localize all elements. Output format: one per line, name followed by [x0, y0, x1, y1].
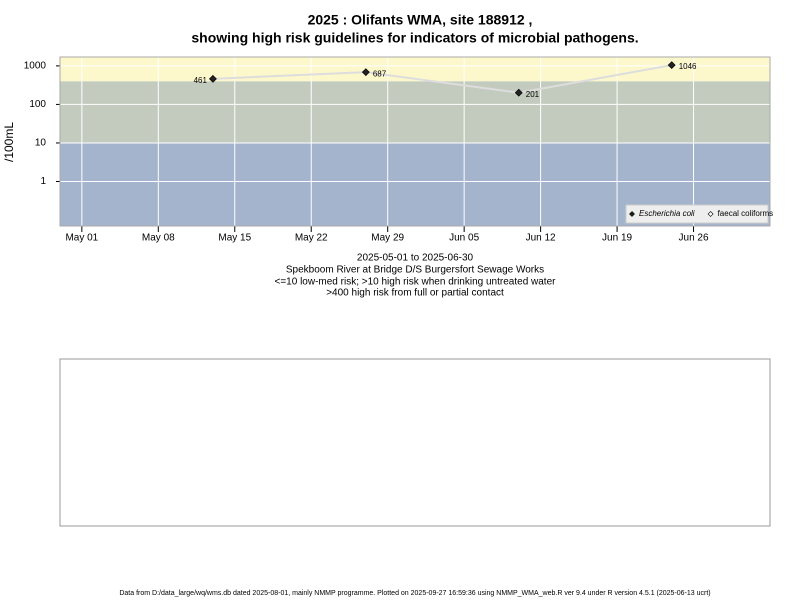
caption: Spekboom River at Bridge D/S Burgersfort… — [286, 265, 544, 276]
x-tick-label: Jun 12 — [526, 233, 556, 244]
chart-subtitle: showing high risk guidelines for indicat… — [191, 30, 638, 46]
x-tick-label: May 29 — [371, 233, 404, 244]
x-tick-label: Jun 26 — [679, 233, 709, 244]
data-point — [361, 68, 370, 77]
x-tick-label: Jun 19 — [602, 233, 632, 244]
x-tick-label: May 22 — [295, 233, 328, 244]
data-label: 687 — [373, 69, 387, 78]
y-axis-label: /100mL — [2, 122, 16, 162]
risk-band — [60, 57, 770, 82]
legend-label: Escherichia coli — [639, 209, 695, 218]
x-tick-label: May 01 — [65, 233, 98, 244]
caption: >400 high risk from full or partial cont… — [326, 288, 504, 299]
data-label: 201 — [526, 90, 540, 99]
legend-marker — [629, 211, 635, 217]
legend-marker — [707, 211, 714, 217]
data-point — [667, 61, 676, 70]
x-tick-label: May 15 — [218, 233, 251, 244]
data-label: 461 — [194, 76, 208, 85]
y-tick-label: 10 — [35, 138, 47, 149]
y-tick-label: 1 — [40, 176, 46, 187]
legend-box — [625, 204, 769, 224]
caption: 2025-05-01 to 2025-06-30 — [357, 253, 474, 264]
data-line — [212, 64, 672, 94]
y-tick-label: 1000 — [24, 61, 47, 72]
risk-band — [60, 81, 770, 143]
data-point — [514, 88, 523, 97]
x-tick-label: Jun 05 — [449, 233, 479, 244]
caption: <=10 low-med risk; >10 high risk when dr… — [275, 277, 557, 288]
data-label: 1046 — [679, 62, 697, 71]
empty-panel — [59, 358, 771, 527]
plot-frame — [59, 56, 771, 227]
legend-label: faecal coliforms — [718, 209, 774, 218]
chart-title: 2025 : Olifants WMA, site 188912 , — [308, 12, 533, 28]
x-tick-label: May 08 — [142, 233, 175, 244]
data-point — [208, 74, 217, 83]
y-tick-label: 100 — [29, 99, 46, 110]
footer: Data from D:/data_large/wq/wms.db dated … — [119, 590, 710, 597]
